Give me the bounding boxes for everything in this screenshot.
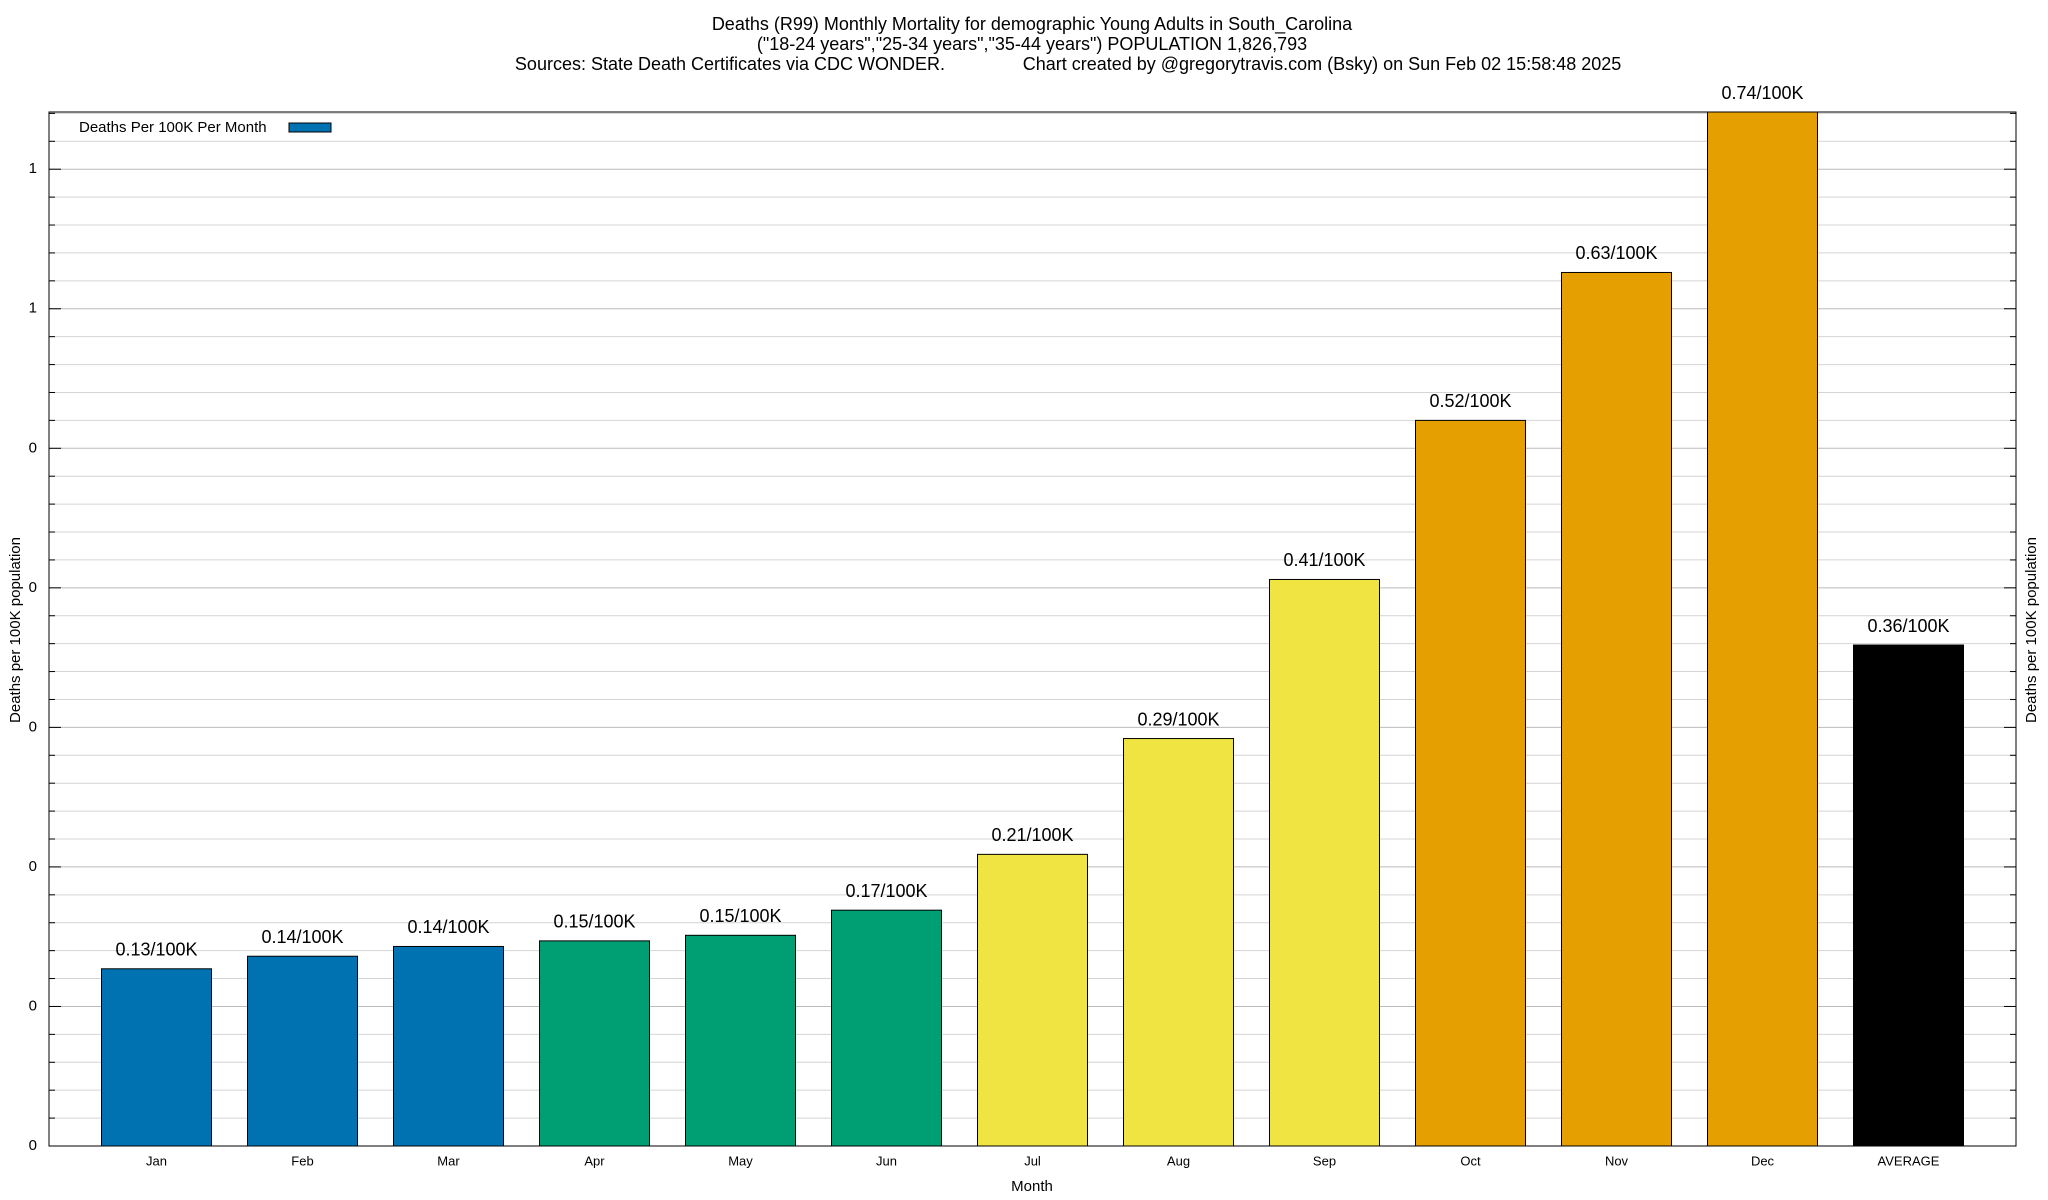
plot-frame [48,111,2017,1147]
bar [393,945,504,1147]
y2-axis-label: Deaths per 100K population [2023,537,2040,723]
value-label: 0.41/100K [1283,550,1365,570]
chart-subtitle: ("18-24 years","25-34 years","35-44 year… [757,34,1307,54]
y-tick-label: 1 [29,160,37,177]
x-tick-label: Nov [1605,1153,1629,1168]
y-tick-label: 0 [29,718,37,735]
x-tick-label: Sep [1313,1153,1336,1168]
value-label: 0.15/100K [553,912,635,932]
y-tick-label: 0 [29,439,37,456]
x-tick-label: Jan [146,1153,167,1168]
bar [1269,578,1380,1147]
credit: Chart created by @gregorytravis.com (Bsk… [1023,54,1622,74]
value-label: 0.63/100K [1575,243,1657,263]
y-tick-label: 0 [29,858,37,875]
x-tick-label: Oct [1460,1153,1481,1168]
y-tick-label: 0 [29,579,37,596]
x-tick-label: May [728,1153,753,1168]
y-tick-label: 1 [29,300,37,317]
value-label: 0.14/100K [261,927,343,947]
bar [247,955,358,1147]
bar [685,934,796,1147]
value-label: 0.21/100K [991,825,1073,845]
value-label: 0.52/100K [1429,391,1511,411]
value-label: 0.29/100K [1137,709,1219,729]
x-tick-label: Mar [437,1153,460,1168]
bar [1853,644,1964,1147]
bar [1123,738,1234,1147]
bar [1561,271,1672,1147]
x-tick-label: Apr [584,1153,605,1168]
bar [101,968,212,1147]
bar [1707,111,1818,1147]
legend-label: Deaths Per 100K Per Month [79,119,267,136]
bar [977,853,1088,1147]
x-tick-label: Jul [1024,1153,1041,1168]
value-label: 0.36/100K [1867,616,1949,636]
legend-swatch [288,122,332,133]
x-tick-label: AVERAGE [1878,1153,1940,1168]
x-tick-label: Aug [1167,1153,1190,1168]
chart-title: Deaths (R99) Monthly Mortality for demog… [712,14,1353,35]
value-label: 0.13/100K [115,940,197,960]
value-label: 0.14/100K [407,917,489,937]
y-tick-label: 0 [29,1137,37,1154]
x-tick-label: Feb [291,1153,313,1168]
x-tick-label: Dec [1751,1153,1775,1168]
sources: Sources: State Death Certificates via CD… [515,54,945,74]
value-label: 0.74/100K [1721,83,1803,103]
x-tick-label: Jun [876,1153,897,1168]
bar [1415,419,1526,1147]
value-label: 0.15/100K [699,906,781,926]
value-label: 0.17/100K [845,881,927,901]
y-tick-label: 0 [29,997,37,1014]
y-axis-label: Deaths per 100K population [7,537,24,723]
bar [539,940,650,1147]
bar [831,909,942,1147]
x-axis-label: Month [1011,1178,1053,1195]
